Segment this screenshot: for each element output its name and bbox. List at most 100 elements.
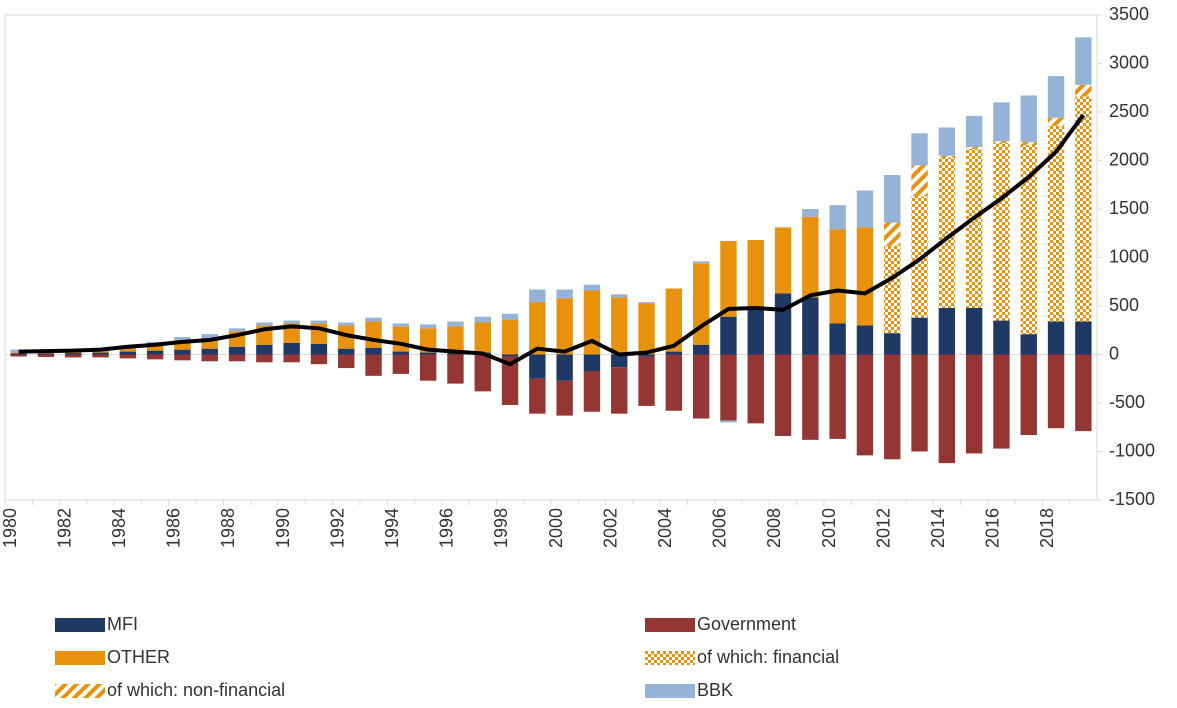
- legend-label: OTHER: [107, 647, 170, 667]
- bar: [720, 316, 737, 355]
- bar: [37, 354, 55, 357]
- bar: [884, 333, 901, 355]
- bar: [802, 209, 819, 217]
- bar: [228, 346, 246, 355]
- bar: [638, 303, 655, 355]
- bar: [501, 313, 519, 320]
- bar: [993, 354, 1010, 449]
- bar: [583, 370, 601, 412]
- bar: [556, 354, 573, 381]
- y-tick-label: 3000: [1109, 52, 1149, 72]
- bar: [1075, 37, 1092, 85]
- bar: [938, 127, 956, 156]
- bar: [92, 352, 109, 355]
- bar: [856, 325, 874, 355]
- y-tick-label: -1500: [1109, 489, 1155, 509]
- bar: [310, 343, 328, 355]
- bar: [201, 334, 218, 339]
- bar: [720, 420, 737, 423]
- x-tick-label: 1990: [273, 508, 293, 548]
- bar: [1020, 142, 1037, 145]
- bar: [365, 354, 382, 376]
- bar: [365, 347, 382, 355]
- bar: [10, 354, 27, 357]
- bar: [611, 354, 628, 368]
- bar: [965, 307, 983, 355]
- y-tick-label: -1000: [1109, 440, 1155, 460]
- bar: [638, 302, 655, 304]
- bar: [201, 338, 218, 349]
- bar: [365, 321, 382, 348]
- bar: [256, 344, 273, 355]
- bar: [447, 354, 464, 384]
- x-tick-label: 2018: [1037, 508, 1057, 548]
- legend-swatch: [55, 651, 105, 665]
- bar: [938, 354, 956, 464]
- bar: [884, 175, 901, 223]
- bar: [1047, 354, 1065, 429]
- bar: [556, 298, 573, 355]
- x-tick-label: 2004: [655, 508, 675, 548]
- y-tick-label: 0: [1109, 343, 1119, 363]
- x-tick-label: 2002: [600, 508, 620, 548]
- bar: [146, 344, 164, 351]
- x-tick-label: 2016: [983, 508, 1003, 548]
- bar: [638, 354, 655, 357]
- legend-swatch: [55, 618, 105, 632]
- x-tick-label: 1992: [327, 508, 347, 548]
- bar: [556, 380, 573, 416]
- bar: [747, 308, 764, 355]
- legend-swatch: [645, 618, 695, 632]
- bar: [1020, 144, 1037, 335]
- plot-frame: [4, 14, 1098, 501]
- bar: [119, 351, 137, 355]
- bar: [938, 155, 956, 158]
- y-tick-label: 1000: [1109, 246, 1149, 266]
- bar: [283, 354, 300, 363]
- bar: [174, 339, 191, 350]
- bar: [884, 222, 901, 246]
- bar: [611, 367, 628, 414]
- x-tick-label: 2014: [928, 508, 948, 548]
- bar: [529, 378, 546, 414]
- bar: [283, 320, 300, 324]
- legend-label: Government: [697, 614, 796, 634]
- bar: [338, 354, 355, 369]
- bar: [392, 326, 410, 352]
- bar: [1020, 354, 1037, 436]
- bar: [119, 354, 137, 359]
- bar: [993, 320, 1010, 355]
- bar: [583, 284, 601, 291]
- bar: [529, 302, 546, 355]
- x-tick-label: 1980: [0, 508, 20, 548]
- x-tick-label: 1994: [382, 508, 402, 548]
- bar: [583, 290, 601, 355]
- bar: [310, 354, 328, 365]
- bar: [720, 241, 737, 317]
- bar: [692, 261, 710, 264]
- bar: [965, 148, 983, 308]
- bar: [501, 356, 519, 405]
- x-tick-label: 1988: [218, 508, 238, 548]
- bar: [911, 317, 928, 355]
- bar: [720, 354, 737, 421]
- bar: [665, 288, 683, 352]
- x-tick-label: 1996: [437, 508, 457, 548]
- bar: [774, 227, 792, 294]
- bar: [474, 316, 491, 323]
- bar: [638, 356, 655, 406]
- legend-label: of which: financial: [697, 647, 839, 667]
- x-tick-label: 1986: [164, 508, 184, 548]
- bar: [802, 297, 819, 355]
- bar: [938, 157, 956, 308]
- x-tick-label: 1984: [109, 508, 129, 548]
- bar: [993, 141, 1010, 144]
- bar: [1047, 76, 1065, 118]
- bar: [119, 347, 137, 352]
- bar: [37, 353, 55, 355]
- legend-label: of which: non-financial: [107, 680, 285, 700]
- bar: [911, 165, 928, 197]
- bar: [1047, 125, 1065, 322]
- bar: [611, 294, 628, 298]
- bar: [802, 216, 819, 298]
